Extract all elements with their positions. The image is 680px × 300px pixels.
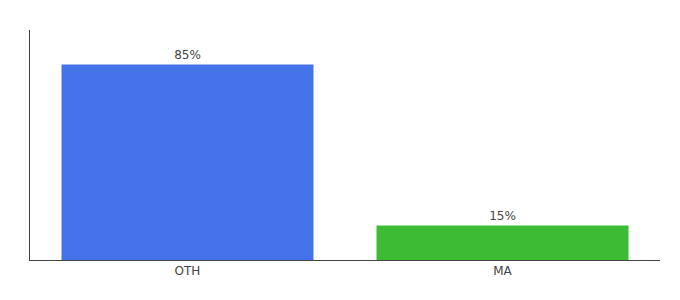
svg-text:85%: 85% [174,48,201,62]
svg-text:MA: MA [493,264,512,278]
svg-text:OTH: OTH [175,264,201,278]
svg-text:15%: 15% [489,209,516,223]
